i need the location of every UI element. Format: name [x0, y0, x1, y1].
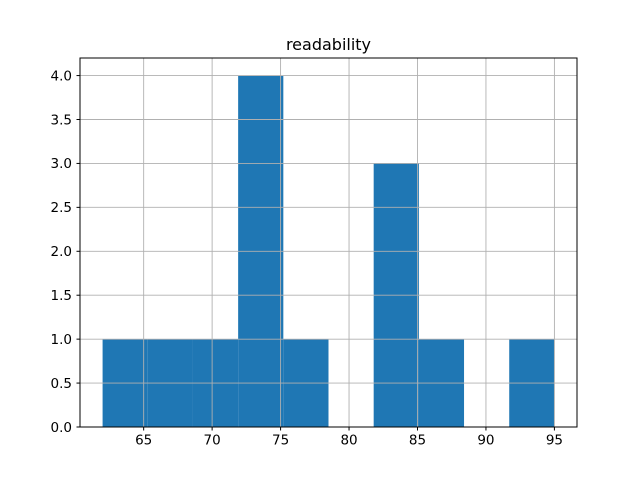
y-tick-label: 1.5 — [51, 288, 72, 304]
ticks-group: 65 70 75 80 85 90 95 0.0 0.5 1.0 1.5 2.0 2.5 3.0 3.5 4.… — [51, 68, 563, 448]
y-tick-label: 2.0 — [51, 244, 72, 260]
y-tick-label: 2.5 — [51, 200, 72, 216]
x-tick-label: 95 — [546, 433, 563, 449]
y-tick-label: 1.0 — [51, 332, 72, 348]
grid-group — [80, 58, 577, 428]
x-tick-label: 70 — [204, 433, 221, 449]
y-tick-label: 3.0 — [51, 156, 72, 172]
x-tick-label: 85 — [409, 433, 426, 449]
chart-title: readability — [286, 35, 371, 54]
y-tick-label: 0.0 — [51, 420, 72, 436]
x-tick-label: 65 — [135, 433, 152, 449]
y-tick-label: 0.5 — [51, 376, 72, 392]
x-tick-label: 80 — [340, 433, 357, 449]
y-tick-label: 3.5 — [51, 112, 72, 128]
x-tick-label: 90 — [477, 433, 494, 449]
x-tick-label: 75 — [272, 433, 289, 449]
axes-spines-group — [79, 57, 578, 428]
axes-spine — [79, 57, 578, 428]
y-tick-label: 4.0 — [51, 68, 72, 84]
